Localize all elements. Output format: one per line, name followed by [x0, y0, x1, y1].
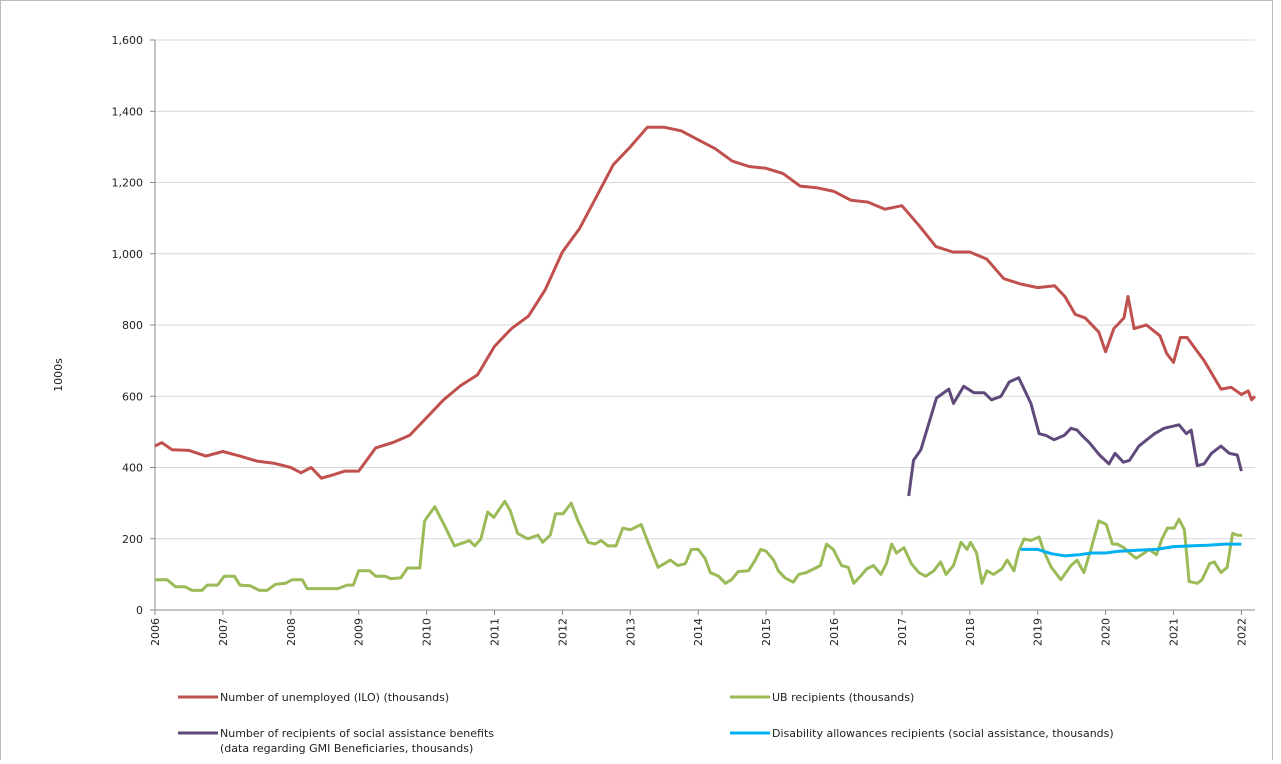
series-line	[907, 376, 1243, 497]
x-tick-label: 2018	[964, 618, 977, 646]
y-tick-label: 1,200	[112, 177, 144, 190]
x-tick-label: 2012	[556, 618, 569, 646]
series-line	[155, 499, 1243, 592]
legend-label: Number of recipients of social assistanc…	[220, 727, 494, 755]
x-tick-label: 2010	[421, 618, 434, 646]
x-tick-label: 2017	[896, 618, 909, 646]
y-axis-label: 1000s	[52, 358, 65, 392]
series-line	[154, 125, 1257, 480]
x-tick-label: 2015	[760, 618, 773, 646]
x-tick-label: 2021	[1168, 618, 1181, 646]
x-tick-label: 2011	[489, 618, 502, 646]
y-tick-label: 1,600	[112, 34, 144, 47]
x-tick-label: 2009	[353, 618, 366, 646]
y-tick-label: 600	[122, 390, 143, 403]
x-tick-label: 2007	[217, 618, 230, 646]
x-tick-label: 2013	[624, 618, 637, 646]
y-tick-label: 200	[122, 533, 143, 546]
x-tick-label: 2014	[692, 618, 705, 646]
series-line	[1020, 542, 1242, 558]
x-tick-label: 2022	[1235, 618, 1248, 646]
y-tick-label: 400	[122, 462, 143, 475]
y-tick-label: 0	[136, 604, 143, 617]
x-tick-label: 2019	[1032, 618, 1045, 646]
x-tick-label: 2006	[149, 618, 162, 646]
x-tick-label: 2008	[285, 618, 298, 646]
y-tick-label: 1,000	[112, 248, 144, 261]
legend-label: Number of unemployed (ILO) (thousands)	[220, 691, 449, 704]
legend-label: Disability allowances recipients (social…	[772, 727, 1114, 740]
y-tick-label: 800	[122, 319, 143, 332]
legend-label: UB recipients (thousands)	[772, 691, 914, 704]
y-tick-label: 1,400	[112, 105, 144, 118]
x-tick-label: 2020	[1100, 618, 1113, 646]
x-tick-label: 2016	[828, 618, 841, 646]
